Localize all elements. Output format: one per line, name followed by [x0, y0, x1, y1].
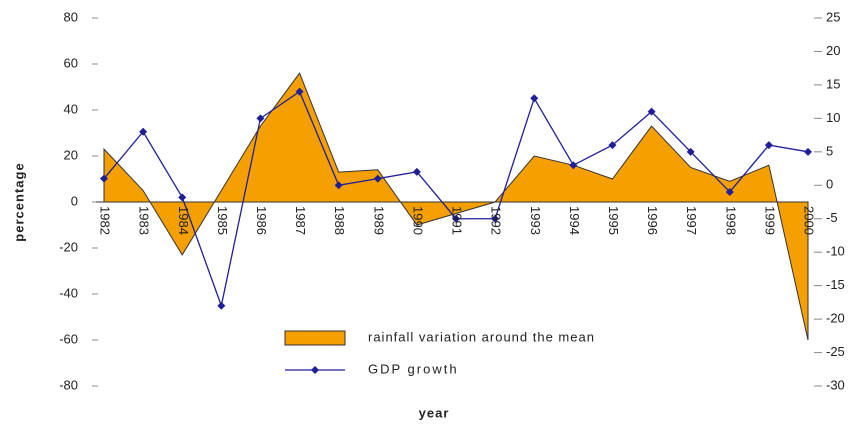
gdp-marker: [373, 174, 382, 183]
gdp-marker: [295, 87, 304, 96]
y-tick-label: -60: [59, 331, 78, 346]
x-tick-label: 1999: [762, 206, 777, 235]
y-tick-label: 60: [64, 55, 78, 70]
x-tick-label: 1998: [723, 206, 738, 235]
gdp-marker: [139, 127, 148, 136]
y2-tick-label: 10: [826, 110, 840, 125]
x-tick-label: 1986: [254, 206, 269, 235]
gdp-marker: [178, 193, 187, 202]
y2-tick-label: 15: [826, 76, 840, 91]
rainfall-area: [103, 72, 809, 341]
gdp-marker: [100, 174, 108, 183]
x-tick-label: 1991: [450, 206, 465, 235]
gdp-marker: [452, 214, 460, 223]
x-tick-label: 1993: [528, 206, 543, 235]
x-tick-label: 1988: [332, 206, 347, 235]
legend-swatch: [284, 330, 346, 346]
gdp-marker: [569, 161, 578, 170]
gdp-marker: [412, 167, 421, 176]
x-tick-label: 1982: [98, 206, 113, 235]
y2-tick-label: 20: [826, 43, 840, 58]
gdp-marker: [725, 187, 734, 196]
x-axis-label: year: [419, 405, 450, 420]
y2-tick-label: -15: [826, 277, 845, 292]
x-tick-label: 1995: [606, 206, 621, 235]
legend-marker: [311, 366, 319, 374]
x-tick-label: 1983: [137, 206, 152, 235]
gdp-marker: [647, 107, 656, 116]
gdp-marker: [217, 301, 226, 310]
y2-tick-label: -20: [826, 311, 845, 326]
gdp-marker: [256, 114, 265, 123]
y2-tick-label: 25: [826, 9, 840, 24]
y2-tick-label: 5: [826, 143, 833, 158]
y2-tick-label: -10: [826, 244, 845, 259]
y2-tick-label: -30: [826, 377, 845, 392]
gdp-marker: [334, 181, 343, 190]
x-tick-label: 1997: [684, 206, 699, 235]
y-axis-label: percentage: [11, 162, 26, 241]
y-tick-label: 40: [64, 101, 78, 116]
x-tick-label: 1996: [645, 206, 660, 235]
y-tick-label: 20: [64, 147, 78, 162]
y-tick-label: 80: [64, 9, 78, 24]
x-tick-label: 1994: [567, 206, 582, 235]
gdp-marker: [764, 141, 773, 150]
x-tick-label: 1990: [410, 206, 425, 235]
y2-tick-label: 0: [826, 177, 833, 192]
y-tick-label: -40: [59, 285, 78, 300]
gdp-marker: [491, 214, 500, 223]
y2-tick-label: -5: [826, 210, 838, 225]
y-tick-label: -80: [59, 377, 78, 392]
x-tick-label: 1989: [371, 206, 386, 235]
x-tick-label: 1984: [176, 206, 191, 235]
gdp-marker: [530, 94, 539, 103]
x-tick-label: 2000: [802, 206, 817, 235]
gdp-marker: [686, 147, 695, 156]
y-tick-label: -20: [59, 239, 78, 254]
gdp-marker: [804, 147, 812, 156]
x-tick-label: 1985: [215, 206, 230, 235]
y2-tick-label: -25: [826, 344, 845, 359]
legend-label: GDP growth: [368, 361, 459, 376]
x-tick-label: 1987: [293, 206, 308, 235]
y-tick-label: 0: [71, 193, 78, 208]
gdp-marker: [608, 141, 617, 150]
legend-label: rainfall variation around the mean: [368, 329, 595, 344]
x-tick-label: 1992: [489, 206, 504, 235]
